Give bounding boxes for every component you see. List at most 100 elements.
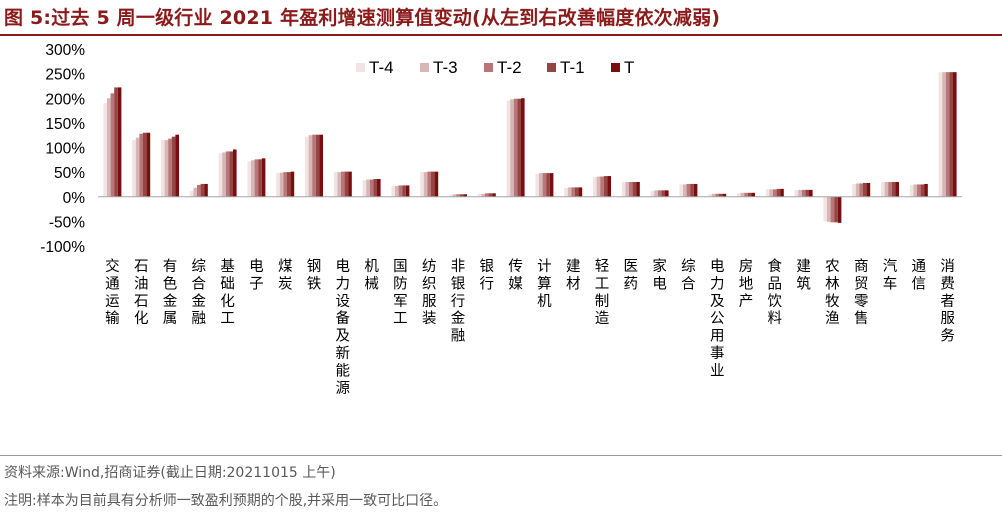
legend-item: T-4 [356,58,394,77]
category-label: 消费者服务 [940,258,955,345]
category-label: 非银行金融 [451,258,466,345]
category-group [621,181,640,197]
category-group [449,194,467,197]
bar [801,189,806,197]
category-group [247,158,266,197]
bar [665,190,669,197]
bar [402,185,406,197]
category-label: 机械 [364,258,379,292]
category-group [189,183,208,197]
bar [449,194,453,197]
bar [780,188,784,197]
bar [909,184,914,197]
legend-label: T-3 [433,58,458,77]
category-group [161,134,179,197]
bar [229,151,233,197]
category-label: 国防军工 [393,259,408,327]
y-tick-label: -50% [49,214,85,231]
bar [629,181,633,197]
bar-chart: 300% 250% 200% 150% 100% 50% 0% -50% -100% 交通运输石… [40,42,962,397]
bar [884,181,889,197]
bar [405,185,410,197]
bar [175,134,179,197]
bar [769,189,773,197]
category-label: 轻工制造 [595,258,610,327]
category-group [909,183,928,197]
bar [686,183,691,197]
bar [373,179,377,197]
y-tick-label: 300% [45,42,85,59]
bar [103,103,107,197]
category-group [564,187,583,197]
bar [114,87,118,197]
bar [596,176,601,197]
bar [809,189,813,197]
bar [337,172,341,197]
category-group [218,149,237,197]
bar [949,72,953,197]
bar [510,99,514,197]
category-group [391,185,410,197]
bar [657,190,662,197]
bar-series [103,72,957,223]
bar [740,192,745,197]
category-group [852,182,871,197]
bar [863,182,867,197]
legend-swatch [484,63,493,72]
category-group [420,171,439,197]
bar [855,183,860,197]
category-label: 综合金融 [192,258,207,327]
category-label: 石油石化 [134,259,149,327]
category-label: 电子 [249,258,264,292]
bar [521,98,525,197]
legend-item: T [611,58,634,77]
category-label: 纺织服装 [422,258,437,327]
bar [708,194,712,197]
bar [161,140,165,197]
y-tick-label: 100% [45,141,85,158]
bar [830,196,835,223]
category-group [938,72,957,197]
bar [690,183,694,197]
category-group [593,176,611,197]
legend-item: T-3 [420,58,458,77]
bar [146,132,151,197]
y-tick-label: 250% [45,67,85,84]
source-note: 资料来源:Wind,招商证券(截止日期:20211015 上午) [4,465,336,481]
bar [276,173,280,197]
legend-label: T [624,58,634,77]
category-label: 商贸零售 [854,258,869,327]
bar [369,179,374,197]
bar [477,193,482,197]
bar [693,183,698,197]
bottom-rule [0,455,1002,456]
bar [607,176,611,197]
y-tick-label: 50% [54,165,85,182]
legend-swatch [420,63,429,72]
bar [805,189,809,197]
category-label: 钢铁 [307,258,322,292]
bar [683,184,687,197]
category-label: 基础化工 [220,258,235,327]
legend-item: T-1 [547,58,585,77]
legend: T-4 T-3 T-2 T-1 T [356,58,634,77]
category-group [132,132,151,197]
bar [625,181,629,197]
sample-note: 注明:样本为目前具有分析师一致盈利预期的个股,并采用一致可比口径。 [4,493,448,509]
category-group [708,193,727,197]
bar [225,151,230,197]
bar [452,194,457,197]
category-label: 电力及公用事业 [710,258,725,379]
category-group [276,171,295,197]
bar [539,173,543,197]
category-label: 食品饮料 [768,258,783,327]
bar [938,72,943,197]
bar [535,173,539,197]
bar [218,153,223,197]
bar [636,181,640,197]
bar [661,190,665,197]
bar [744,192,748,197]
bar [942,72,946,197]
bar [110,93,115,197]
bar [794,189,799,197]
